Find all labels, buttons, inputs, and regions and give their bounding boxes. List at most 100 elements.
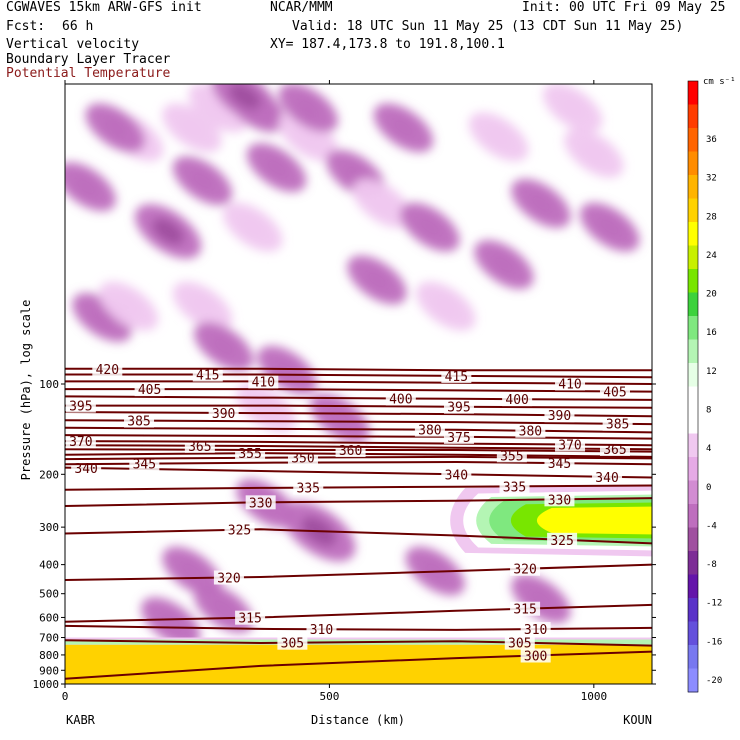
theta-label-bg — [496, 448, 527, 463]
colorbar-swatch — [688, 339, 698, 364]
velocity-blob-core — [238, 215, 267, 239]
theta-line — [65, 434, 652, 440]
x-tick-label: 500 — [319, 690, 339, 703]
theta-label: 380 — [418, 424, 441, 439]
theta-label: 370 — [69, 435, 92, 450]
theta-label-bg — [504, 635, 535, 650]
field-vertical-velocity: Vertical velocity — [6, 37, 140, 52]
colorbar-label: 4 — [706, 444, 711, 454]
y-tick-label: 900 — [39, 664, 59, 677]
theta-label: 340 — [74, 462, 97, 477]
velocity-blob-core — [389, 116, 418, 140]
velocity-blob-core — [228, 84, 261, 110]
theta-label-bg — [248, 374, 279, 389]
velocity-blob-core — [262, 155, 291, 180]
theta-label-bg — [520, 622, 551, 637]
theta-label: 415 — [196, 369, 219, 384]
velocity-blob-core — [188, 294, 217, 318]
theta-label: 380 — [519, 425, 542, 440]
velocity-blob-core — [415, 215, 444, 239]
theta-label: 405 — [138, 383, 161, 398]
theta-label: 365 — [603, 443, 626, 458]
colorbar-swatch — [688, 151, 698, 176]
colorbar-units: cm s⁻¹ — [703, 77, 736, 87]
y-tick-label: 400 — [39, 559, 59, 572]
colorbar-label: 8 — [706, 406, 711, 416]
colorbar-swatch — [688, 81, 698, 105]
theta-label-bg — [547, 532, 578, 547]
theta-label-bg — [235, 610, 266, 625]
colorbar-label: 24 — [706, 251, 717, 261]
y-tick-label: 600 — [39, 611, 59, 624]
theta-line — [65, 484, 652, 491]
theta-label-bg — [293, 480, 324, 495]
theta-label-bg — [592, 469, 623, 484]
theta-label: 330 — [249, 496, 272, 511]
colorbar-label: 12 — [706, 367, 717, 377]
theta-label-bg — [499, 479, 530, 494]
theta-label: 340 — [595, 471, 618, 486]
theta-line — [65, 419, 652, 426]
y-tick-label: 300 — [39, 521, 59, 534]
velocity-blob-core — [152, 218, 184, 245]
fcst-label: Fcst: — [6, 19, 46, 34]
velocity-blob-core — [294, 95, 323, 120]
colorbar-swatch — [688, 410, 698, 434]
theta-line — [65, 380, 652, 385]
theta-line — [65, 440, 652, 447]
colorbar-label: 36 — [706, 135, 717, 145]
theta-label: 310 — [524, 623, 547, 638]
colorbar-swatch — [688, 104, 698, 129]
theta-line — [65, 466, 652, 479]
velocity-blob-core — [209, 334, 238, 359]
theta-label-bg — [213, 570, 244, 585]
colorbar-swatch — [688, 316, 698, 340]
theta-label-bg — [443, 429, 474, 444]
xy-endpoints: XY= 187.4,173.8 to 191.8,100.1 — [270, 37, 505, 52]
colorbar-label: -8 — [706, 560, 717, 570]
theta-label: 375 — [447, 431, 470, 446]
y-tick-label: 1000 — [33, 678, 60, 691]
colorbar-swatch — [688, 222, 698, 246]
theta-label-bg — [555, 376, 586, 391]
theta-line — [65, 650, 652, 680]
theta-label-bg — [129, 456, 160, 471]
theta-label-bg — [192, 367, 223, 382]
theta-label-bg — [544, 408, 575, 423]
field-potential-temperature: Potential Temperature — [6, 66, 171, 81]
theta-label-bg — [224, 522, 255, 537]
y-tick-label: 500 — [39, 588, 59, 601]
colorbar-swatch — [688, 668, 698, 693]
theta-label: 410 — [558, 377, 581, 392]
colorbar-label: -12 — [706, 599, 722, 609]
theta-label: 320 — [513, 563, 536, 578]
colorbar-swatch — [688, 433, 698, 458]
velocity-blob-core — [431, 294, 460, 318]
velocity-blob-core — [177, 116, 207, 140]
field-boundary-layer: Boundary Layer Tracer — [6, 52, 171, 67]
velocity-blob-core — [558, 95, 587, 120]
theta-label: 370 — [558, 439, 581, 454]
velocity-blob-core — [188, 168, 217, 193]
y-tick-label: 200 — [39, 468, 59, 481]
velocity-field — [65, 84, 652, 647]
theta-label: 340 — [445, 468, 468, 483]
theta-line — [65, 426, 652, 434]
theta-label-bg — [441, 368, 472, 383]
colorbar-swatch — [688, 504, 698, 528]
theta-label: 335 — [297, 482, 320, 497]
theta-label-bg — [208, 405, 239, 420]
theta-label-bg — [441, 467, 472, 482]
theta-label-bg — [306, 622, 337, 637]
theta-label: 325 — [550, 534, 573, 549]
colorbar-swatch — [688, 598, 698, 622]
theta-line — [65, 639, 652, 647]
colorbar-swatch — [688, 269, 698, 293]
colorbar-swatch — [688, 198, 698, 223]
theta-label: 355 — [500, 449, 523, 464]
theta-line — [65, 395, 652, 401]
x-tick-label: 1000 — [581, 690, 608, 703]
velocity-blob-core — [484, 125, 513, 149]
